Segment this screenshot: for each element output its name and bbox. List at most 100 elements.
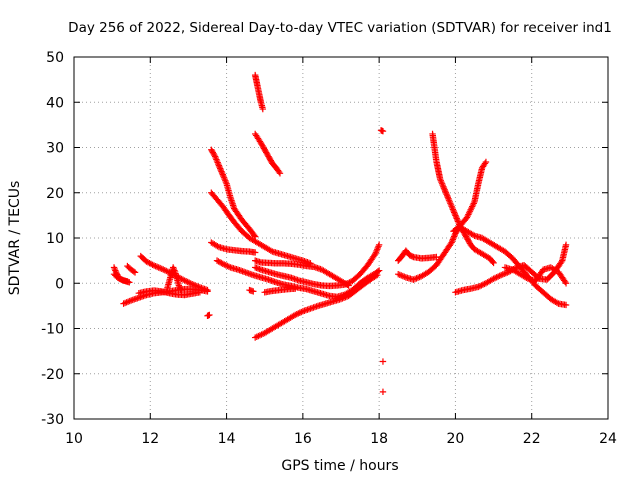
data-point-marker xyxy=(251,249,259,256)
x-tick-label: 20 xyxy=(447,431,465,447)
data-point-marker xyxy=(155,264,162,271)
data-point-marker xyxy=(344,279,352,287)
data-point-marker xyxy=(111,265,118,273)
data-point-marker xyxy=(451,210,458,218)
data-point-marker xyxy=(498,271,505,279)
data-point-marker xyxy=(450,209,458,216)
data-point-marker xyxy=(292,285,299,292)
data-point-marker xyxy=(449,237,456,245)
data-point-marker xyxy=(124,298,132,305)
data-point-marker xyxy=(499,271,506,278)
data-marks xyxy=(110,71,570,396)
data-point-marker xyxy=(438,178,445,186)
axis-ticks xyxy=(73,56,609,420)
data-point-marker xyxy=(375,267,383,274)
data-point-marker xyxy=(161,267,168,274)
data-point-marker xyxy=(447,201,455,209)
data-point-marker xyxy=(438,180,446,187)
data-point-marker xyxy=(218,169,226,177)
data-point-marker xyxy=(476,282,484,290)
y-tick-label: 30 xyxy=(46,141,64,157)
data-point-marker xyxy=(341,281,349,288)
data-point-marker xyxy=(481,160,489,167)
data-point-marker xyxy=(126,279,133,286)
data-point-marker xyxy=(195,283,202,290)
data-point-marker xyxy=(562,241,570,248)
data-point-marker xyxy=(211,151,218,159)
data-point-marker xyxy=(475,283,482,291)
data-point-marker xyxy=(489,258,496,265)
data-point-marker xyxy=(275,168,283,176)
data-point-marker xyxy=(454,218,462,225)
data-point-marker xyxy=(212,154,219,162)
data-point-marker xyxy=(453,215,460,222)
data-point-marker xyxy=(413,275,420,282)
data-point-marker xyxy=(250,288,257,295)
data-point-marker xyxy=(449,236,457,243)
y-tick-label: -10 xyxy=(41,322,64,338)
data-point-marker xyxy=(217,165,224,172)
data-point-marker xyxy=(157,264,164,272)
data-point-marker xyxy=(411,275,419,283)
data-point-marker xyxy=(482,158,490,166)
data-point-marker xyxy=(379,128,387,135)
data-point-marker xyxy=(441,186,448,193)
data-point-marker xyxy=(433,253,440,261)
data-point-marker xyxy=(222,262,230,269)
data-point-marker xyxy=(449,206,457,213)
data-point-marker xyxy=(217,166,225,174)
data-point-marker xyxy=(395,271,402,278)
data-point-marker xyxy=(110,264,118,271)
data-point-marker xyxy=(450,234,457,242)
data-point-marker xyxy=(445,195,452,202)
data-point-marker xyxy=(222,177,229,184)
data-point-marker xyxy=(443,191,450,198)
data-point-marker xyxy=(298,308,305,316)
data-point-marker xyxy=(553,299,561,306)
data-point-marker xyxy=(374,246,381,253)
data-point-marker xyxy=(478,282,485,289)
data-point-marker xyxy=(501,270,508,278)
data-point-marker xyxy=(130,268,137,275)
data-point-marker xyxy=(410,276,417,283)
data-point-marker xyxy=(220,174,228,181)
y-tick-label: -30 xyxy=(41,412,64,428)
data-point-marker xyxy=(490,275,497,282)
data-point-marker xyxy=(523,274,530,282)
data-point-marker xyxy=(339,295,346,302)
data-point-marker xyxy=(152,263,159,270)
data-point-marker xyxy=(469,231,477,239)
data-point-marker xyxy=(216,163,223,171)
data-point-marker xyxy=(446,198,453,205)
data-point-marker xyxy=(374,268,382,275)
x-tick-label: 12 xyxy=(141,431,159,447)
x-tick-label: 18 xyxy=(370,431,388,447)
data-point-marker xyxy=(340,294,348,302)
x-tick-label: 22 xyxy=(523,431,541,447)
y-axis-label: SDTVAR / TECUs xyxy=(7,181,23,296)
y-tick-label: 50 xyxy=(46,50,64,66)
data-point-marker xyxy=(454,216,461,224)
data-point-marker xyxy=(221,175,228,183)
data-point-marker xyxy=(450,207,457,215)
x-axis-tick-labels: 10 12 14 16 18 20 22 24 xyxy=(65,431,617,447)
data-point-marker xyxy=(343,280,350,288)
data-point-marker xyxy=(342,293,349,301)
data-point-marker xyxy=(444,194,451,201)
data-point-marker xyxy=(490,259,497,267)
data-point-marker xyxy=(150,262,158,269)
data-point-marker xyxy=(219,260,226,267)
data-point-marker xyxy=(375,243,382,250)
data-point-marker xyxy=(445,197,453,204)
data-point-marker xyxy=(295,310,302,317)
data-point-marker xyxy=(184,278,191,286)
data-point-marker xyxy=(442,189,450,196)
data-point-marker xyxy=(562,301,570,309)
data-point-marker xyxy=(448,239,455,246)
y-tick-label: 10 xyxy=(46,231,64,247)
data-point-marker xyxy=(276,170,284,177)
y-tick-label: 40 xyxy=(46,95,64,111)
data-point-marker xyxy=(123,299,130,306)
